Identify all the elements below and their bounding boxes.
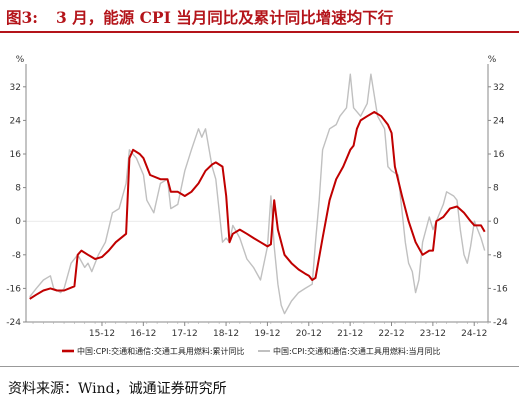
x-tick-label: 18-12 — [213, 329, 239, 339]
y-unit-left: % — [16, 55, 25, 65]
y-tick-label-left: -16 — [6, 284, 21, 294]
x-tick-label: 20-12 — [296, 329, 322, 339]
legend-item-cumulative-label: 中国:CPI:交通和通信:交通工具用燃料:累计同比 — [77, 346, 245, 356]
y-unit-right: % — [488, 55, 497, 65]
y-tick-label-left: 0 — [15, 217, 21, 227]
x-tick-label: 23-12 — [420, 329, 446, 339]
y-tick-label-right: 32 — [493, 83, 504, 93]
y-tick-label-left: 24 — [10, 116, 22, 126]
y-tick-label-right: -16 — [493, 284, 508, 294]
figure-title-text: 3 月，能源 CPI 当月同比及累计同比增速均下行 — [56, 8, 394, 27]
y-tick-label-right: 16 — [493, 150, 505, 160]
figure-number: 图3: — [6, 8, 39, 27]
x-tick-label: 16-12 — [130, 329, 156, 339]
x-tick-label: 24-12 — [461, 329, 487, 339]
y-tick-label-left: -24 — [6, 318, 21, 328]
y-tick-label-left: 8 — [15, 184, 21, 194]
x-tick-label: 17-12 — [172, 329, 198, 339]
x-tick-label: 21-12 — [337, 329, 363, 339]
x-tick-label: 19-12 — [254, 329, 280, 339]
figure-title: 图3: 3 月，能源 CPI 当月同比及累计同比增速均下行 — [6, 6, 514, 28]
y-tick-label-right: 0 — [493, 217, 499, 227]
x-tick-label: 15-12 — [89, 329, 115, 339]
source-note: 资料来源：Wind，诚通证券研究所 — [8, 381, 227, 397]
x-tick-label: 22-12 — [378, 329, 404, 339]
title-rule — [0, 31, 519, 33]
legend-item-monthly-label: 中国:CPI:交通和通信:交通工具用燃料:当月同比 — [273, 346, 441, 356]
series-monthly-line — [29, 73, 486, 315]
source-rule — [0, 366, 519, 367]
y-tick-label-right: -8 — [493, 251, 502, 261]
y-tick-label-left: 32 — [10, 83, 21, 93]
series-cumulative-line — [29, 111, 486, 300]
y-tick-label-right: 8 — [493, 184, 499, 194]
y-tick-label-right: 24 — [493, 116, 505, 126]
y-tick-label-left: -8 — [12, 251, 21, 261]
line-chart: % % -24 -24 -16 -16 -8 -8 0 0 8 8 16 16 24 24 32 32 15-12 1… — [6, 55, 508, 356]
y-tick-label-left: 16 — [10, 150, 22, 160]
y-tick-label-right: -24 — [493, 318, 508, 328]
